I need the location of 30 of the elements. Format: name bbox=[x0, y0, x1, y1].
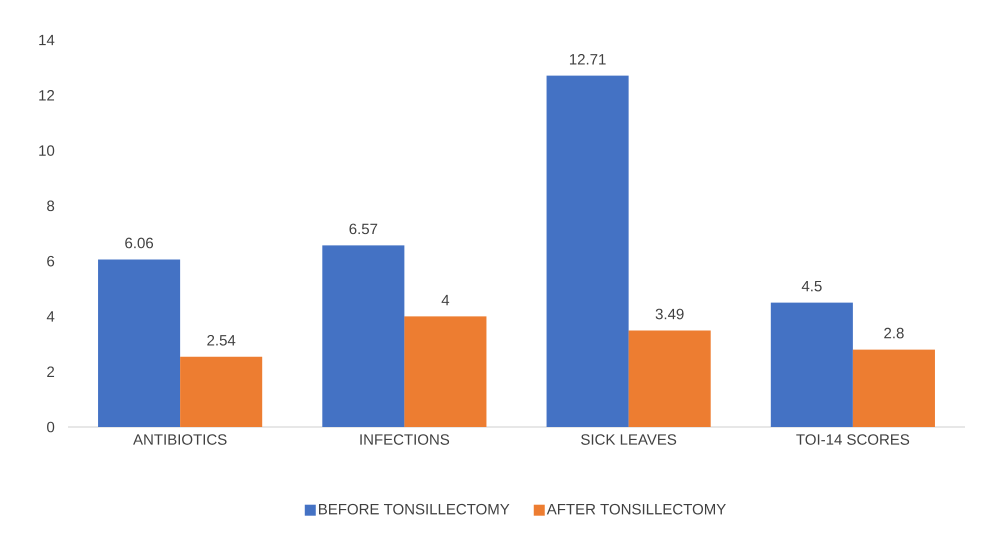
x-tick-label: ANTIBIOTICS bbox=[133, 434, 227, 445]
legend-label: AFTER TONSILLECTOMY bbox=[546, 504, 726, 514]
data-label: 12.71 bbox=[570, 54, 606, 64]
bar bbox=[546, 76, 629, 427]
x-tick-label: INFECTIONS bbox=[360, 434, 450, 445]
data-label: 6.06 bbox=[125, 238, 154, 248]
y-tick-label: 2 bbox=[47, 366, 54, 377]
x-tick-label: SICK LEAVES bbox=[581, 434, 676, 445]
data-label: 4 bbox=[442, 294, 450, 306]
legend-label: BEFORE TONSILLECTOMY bbox=[319, 504, 510, 514]
bar bbox=[852, 350, 935, 427]
y-tick-label: 6 bbox=[47, 256, 54, 266]
x-tick-label: TOI-14 SCORES bbox=[796, 434, 910, 445]
data-label: 4.5 bbox=[802, 280, 822, 292]
bar bbox=[628, 330, 711, 427]
data-label: 3.49 bbox=[656, 308, 684, 320]
bar bbox=[98, 259, 180, 427]
data-label: 2.8 bbox=[884, 328, 904, 338]
y-tick-label: 14 bbox=[39, 34, 54, 46]
y-tick-label: 0 bbox=[47, 422, 54, 432]
bar bbox=[322, 245, 404, 427]
y-tick-label: 4 bbox=[46, 311, 54, 322]
bar bbox=[180, 356, 262, 427]
y-tick-label: 10 bbox=[39, 145, 54, 156]
bar bbox=[404, 316, 486, 427]
data-label: 6.57 bbox=[350, 224, 378, 234]
data-label: 2.54 bbox=[207, 334, 236, 346]
y-tick-label: 12 bbox=[39, 90, 54, 101]
y-tick-label: 8 bbox=[47, 200, 54, 212]
bar bbox=[770, 302, 853, 427]
